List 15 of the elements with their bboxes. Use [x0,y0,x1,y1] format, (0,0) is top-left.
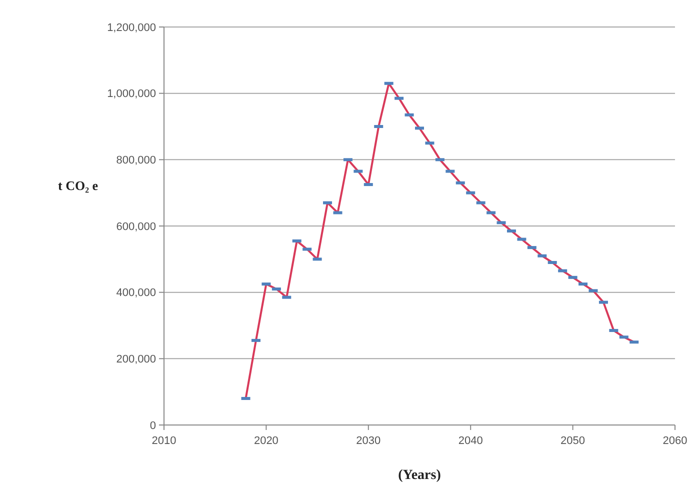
y-tick-label: 800,000 [116,154,156,167]
y-axis-title: t CO₂ e [58,178,98,193]
y-tick-label: 400,000 [116,287,156,300]
y-tick-label: 0 [150,420,156,432]
x-tick-label: 2010 [152,435,176,447]
y-tick-label: 1,000,000 [107,88,156,100]
x-axis-title: (Years) [398,468,442,483]
x-tick-label: 2040 [458,435,483,447]
y-tick-label: 1,200,000 [107,22,156,34]
x-tick-label: 2030 [356,435,381,447]
x-tick-label: 2050 [560,435,586,447]
y-tick-label: 600,000 [116,220,156,233]
x-tick-label: 2020 [254,435,278,447]
x-tick-label: 2060 [662,435,688,447]
y-tick-label: 200,000 [116,354,156,366]
